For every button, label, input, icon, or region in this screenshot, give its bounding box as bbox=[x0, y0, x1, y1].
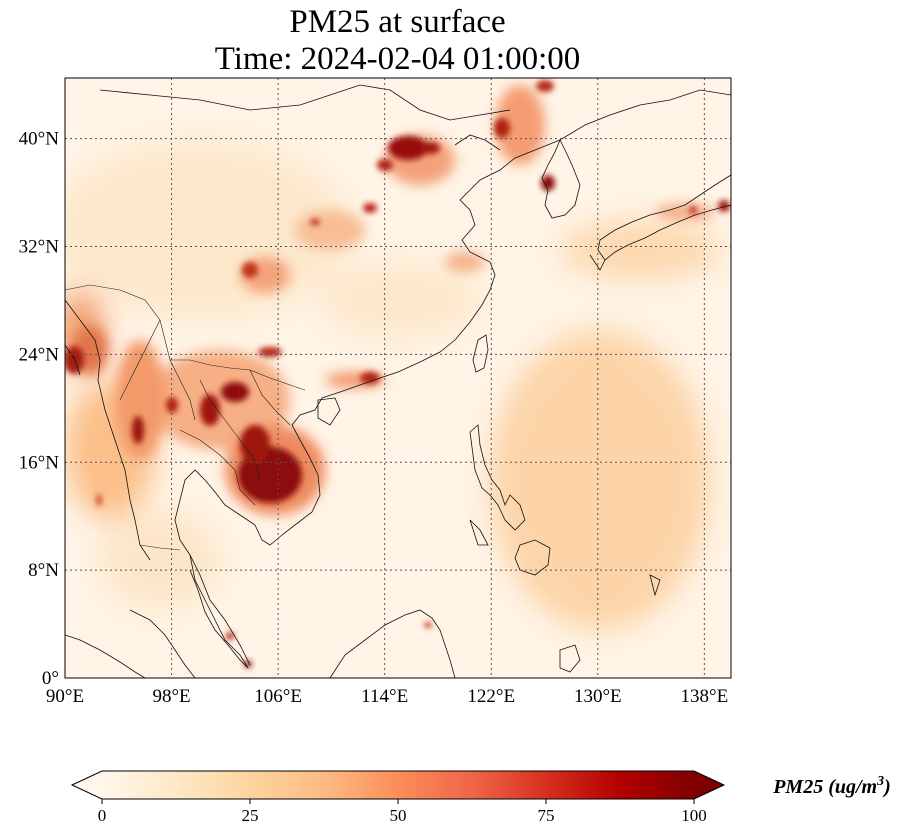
longitude-tick-label: 122°E bbox=[467, 686, 515, 707]
colorbar-extend-high bbox=[694, 771, 724, 799]
gridlines bbox=[65, 78, 731, 678]
colorbar-extend-low bbox=[72, 771, 102, 799]
longitude-tick-label: 90°E bbox=[46, 686, 84, 707]
colorbar-tick-label: 25 bbox=[242, 806, 259, 825]
longitude-tick-label: 114°E bbox=[361, 686, 408, 707]
latitude-tick-label: 16°N bbox=[19, 452, 60, 473]
map-title: PM25 at surface bbox=[289, 4, 506, 40]
longitude-tick-labels: 90°E 98°E 106°E 114°E 122°E 130°E 138°E bbox=[46, 686, 728, 707]
longitude-tick-label: 98°E bbox=[152, 686, 190, 707]
map-frame bbox=[64, 77, 732, 679]
map-time-subtitle: Time: 2024-02-04 01:00:00 bbox=[214, 41, 581, 77]
colorbar-tick-label: 0 bbox=[98, 806, 107, 825]
colorbar-label: PM25 (ug/m3) bbox=[772, 774, 891, 798]
longitude-tick-label: 106°E bbox=[254, 686, 302, 707]
latitude-tick-label: 8°N bbox=[28, 560, 59, 581]
latitude-tick-label: 32°N bbox=[19, 237, 60, 258]
colorbar-gradient bbox=[102, 771, 694, 799]
latitude-tick-label: 24°N bbox=[19, 344, 60, 365]
colorbar-tick-labels: 0 25 50 75 100 bbox=[98, 799, 707, 825]
longitude-tick-label: 130°E bbox=[574, 686, 622, 707]
longitude-tick-label: 138°E bbox=[681, 686, 729, 707]
latitude-tick-label: 40°N bbox=[19, 129, 60, 150]
colorbar-tick-label: 75 bbox=[538, 806, 555, 825]
latitude-tick-labels: 0° 8°N 16°N 24°N 32°N 40°N bbox=[19, 129, 60, 689]
colorbar-tick-label: 50 bbox=[390, 806, 407, 825]
colorbar: 0 25 50 75 100 bbox=[70, 770, 726, 825]
latitude-tick-label: 0° bbox=[42, 668, 59, 689]
colorbar-tick-label: 100 bbox=[681, 806, 707, 825]
country-borders bbox=[65, 284, 306, 551]
pm25-field bbox=[65, 78, 731, 678]
